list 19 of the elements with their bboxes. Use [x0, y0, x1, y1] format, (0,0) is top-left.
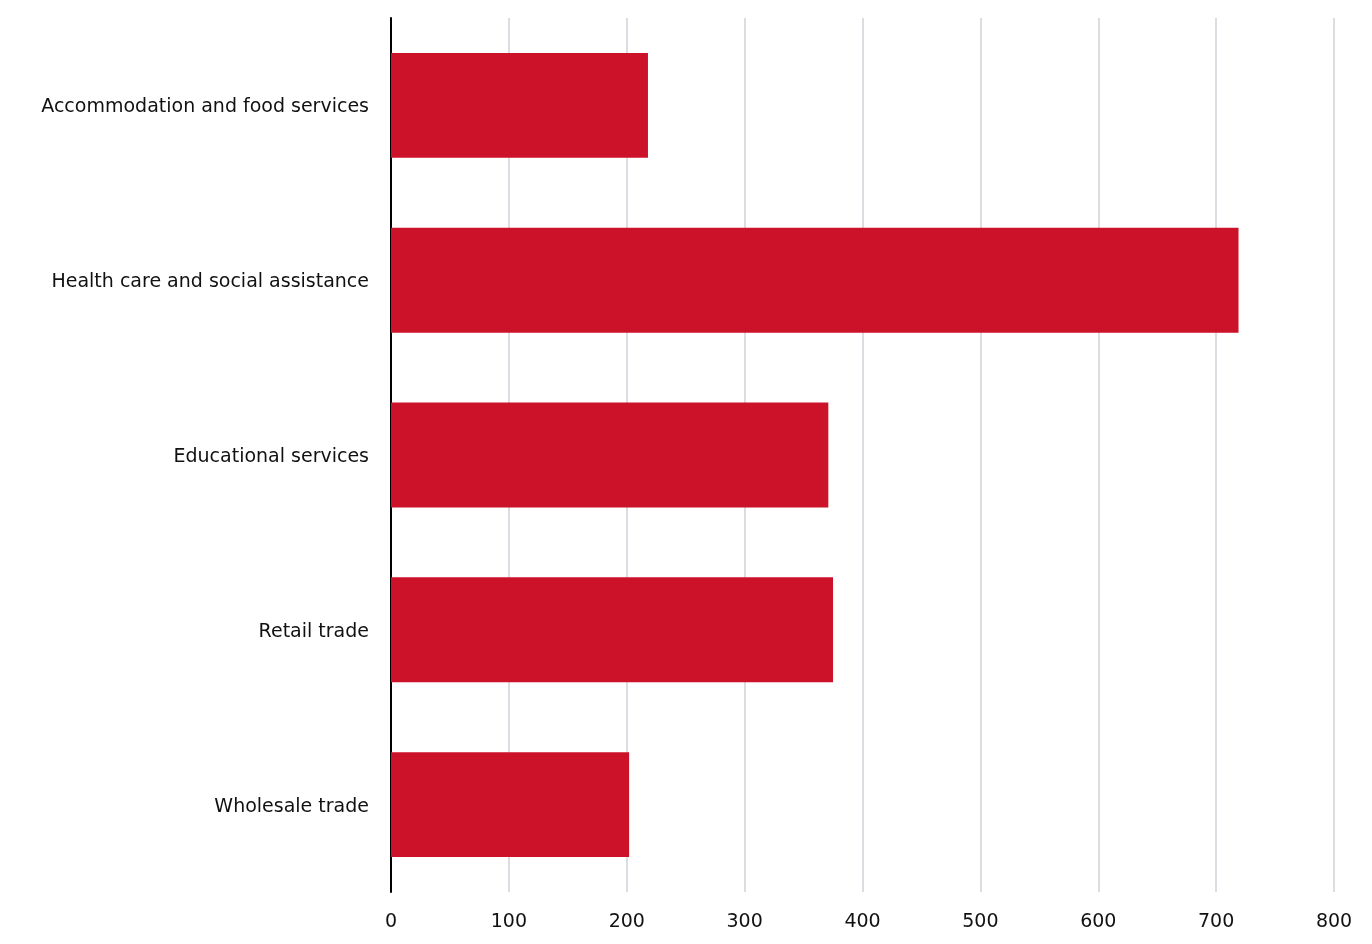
- x-tick-label: 800: [1315, 908, 1353, 931]
- y-tick-label: Educational services: [173, 444, 369, 466]
- bar: [391, 752, 630, 858]
- y-tick-label: Wholesale trade: [214, 793, 369, 816]
- bar: [391, 577, 834, 683]
- x-tick-label: 600: [1080, 908, 1117, 931]
- x-tick-label: 700: [1197, 908, 1235, 931]
- x-tick-label: 500: [962, 908, 999, 931]
- y-tick-label: Accommodation and food services: [41, 94, 369, 117]
- x-tick-label: 400: [844, 908, 881, 931]
- bar: [391, 52, 648, 158]
- bar: [391, 402, 829, 508]
- y-tick-label: Retail trade: [258, 618, 369, 641]
- x-tick-label: 200: [608, 908, 645, 931]
- x-tick-label: 300: [726, 908, 763, 931]
- y-tick-label: Health care and social assistance: [51, 269, 369, 292]
- bar: [391, 227, 1239, 333]
- x-tick-label: 0: [384, 908, 398, 931]
- x-tick-label: 100: [490, 908, 528, 931]
